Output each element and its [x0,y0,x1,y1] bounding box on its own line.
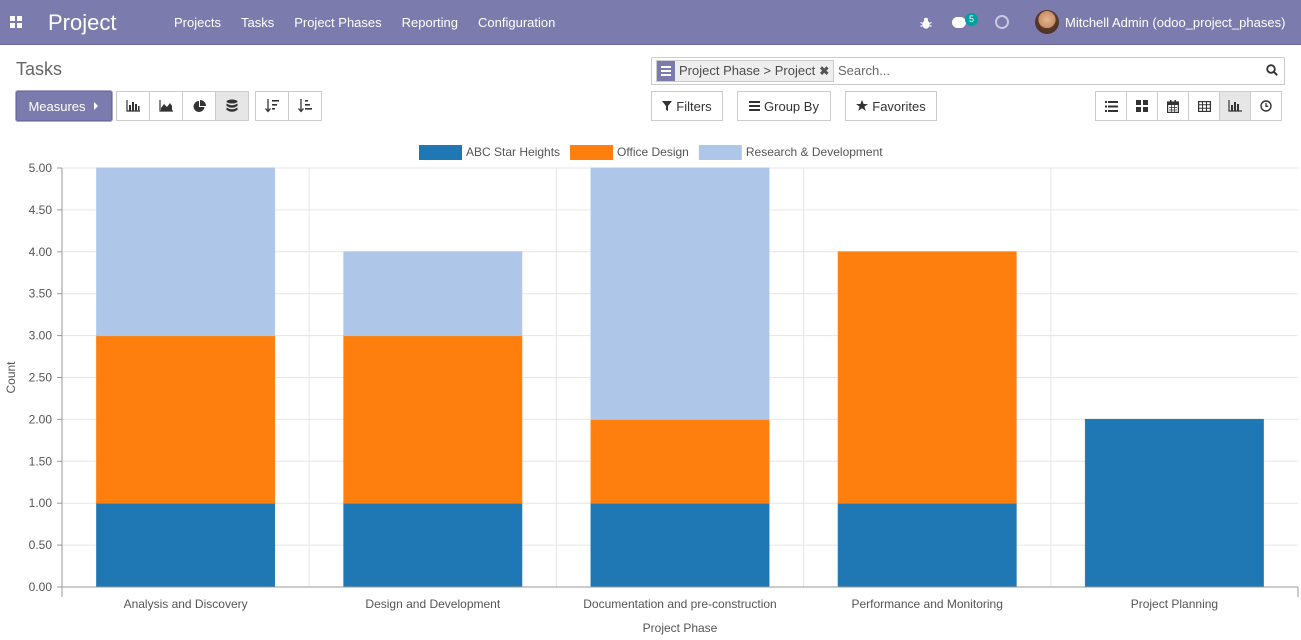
sort-group [255,91,322,121]
bar-chart-icon [126,100,140,112]
line-chart-icon [159,100,173,112]
search-icon[interactable] [1266,64,1278,76]
y-tick-label: 2.50 [29,371,53,385]
y-tick-label: 2.00 [29,412,53,426]
list-view-button[interactable] [1095,91,1127,121]
y-tick-label: 1.00 [29,496,53,510]
bar-segment [96,335,276,504]
activity-view-button[interactable] [1250,91,1282,121]
search-facet: Project Phase > Project ✖ [656,60,835,82]
menu-item-projects[interactable]: Projects [174,15,221,30]
x-tick-label: Documentation and pre-construction [583,597,776,611]
bar-segment [96,167,276,337]
sort-ascending-button[interactable] [288,91,322,121]
list-view-icon [1104,100,1118,112]
pie-chart-icon [193,99,206,112]
facet-value: Project Phase > Project [679,63,816,78]
x-tick-label: Project Planning [1131,597,1218,611]
y-tick-label: 3.00 [29,329,53,343]
kanban-view-icon [1136,100,1148,112]
calendar-view-icon [1167,99,1179,113]
bar-segment [96,502,276,588]
filters-label: Filters [676,98,712,114]
x-tick-label: Analysis and Discovery [124,597,248,611]
bar-segment [1084,418,1264,588]
user-avatar[interactable] [1035,10,1059,34]
activity-view-icon [1260,100,1272,112]
legend-swatch [698,145,742,160]
calendar-view-button[interactable] [1157,91,1189,121]
pivot-view-button[interactable] [1188,91,1220,121]
measures-label: Measures [28,98,86,114]
sort-descending-button[interactable] [255,91,289,121]
messages-icon[interactable] [952,0,966,45]
x-tick-label: Performance and Monitoring [851,597,1002,611]
caret-right-icon [93,102,98,110]
bar-segment [837,502,1017,588]
y-tick-label: 1.50 [29,454,53,468]
messages-count-badge: 5 [965,13,979,26]
legend-swatch [419,145,462,160]
bar-segment [837,251,1017,504]
y-axis-title: Count [4,361,18,394]
favorites-button[interactable]: Favorites [845,91,937,121]
y-tick-label: 5.00 [29,161,53,175]
menu-item-reporting[interactable]: Reporting [401,15,459,30]
groupby-label: Group By [764,98,819,114]
stacked-icon [226,99,238,112]
graph-view-icon [1228,100,1242,112]
y-tick-label: 4.00 [29,245,53,259]
x-tick-label: Design and Development [365,597,500,611]
kanban-view-button[interactable] [1126,91,1158,121]
menu-item-tasks[interactable]: Tasks [240,15,275,30]
top-navbar: Project Projects Tasks Project Phases Re… [0,0,1301,45]
bar-segment [590,502,770,588]
x-axis-title: Project Phase [643,621,718,635]
legend-label: Research & Development [746,145,883,159]
measures-button[interactable]: Measures [16,91,112,121]
line-chart-button[interactable] [149,91,183,121]
filter-icon [662,101,673,111]
menu-item-project-phases[interactable]: Project Phases [294,15,382,30]
search-bar: Project Phase > Project ✖ [651,57,1285,85]
favorites-label: Favorites [872,98,926,114]
bar-segment [590,418,770,504]
search-input[interactable] [838,63,1238,78]
bar-segment [590,167,770,420]
groupby-bars-icon [749,101,761,111]
menu-item-configuration[interactable]: Configuration [478,15,556,30]
chart-mode-group [116,91,249,121]
bar-chart-button[interactable] [116,91,150,121]
legend-label: Office Design [617,145,689,159]
bar-segment [343,335,523,504]
sort-ascending-icon [298,99,312,113]
pivot-view-icon [1197,100,1211,112]
debug-bug-icon[interactable] [920,0,932,45]
bar-segment [343,251,523,337]
graph-view-button[interactable] [1219,91,1251,121]
remove-facet-icon[interactable]: ✖ [819,64,830,78]
main-menu: Projects Tasks Project Phases Reporting … [164,0,565,45]
pie-chart-button[interactable] [182,91,216,121]
view-switcher [1095,91,1282,121]
groupby-facet-icon [657,61,675,81]
legend-swatch [570,145,614,160]
y-tick-label: 0.50 [29,538,53,552]
activities-clock-icon[interactable] [995,15,1009,29]
breadcrumb-title: Tasks [16,59,63,79]
app-title[interactable]: Project [48,10,117,35]
sort-descending-icon [265,99,279,113]
stacked-toggle-button[interactable] [215,91,249,121]
y-tick-label: 0.00 [29,580,53,594]
user-menu[interactable]: Mitchell Admin (odoo_project_phases) [1065,15,1286,30]
y-tick-label: 4.50 [29,203,53,217]
apps-menu-icon[interactable] [10,16,22,28]
bar-segment [343,502,523,588]
star-icon [856,100,869,111]
legend-label: ABC Star Heights [466,145,560,159]
tasks-stacked-bar-chart: 0.00 0.50 1.00 1.50 2.00 2.50 3.00 3.50 4.00 4.50… [4,145,1299,635]
filters-button[interactable]: Filters [651,91,723,121]
groupby-button[interactable]: Group By [737,91,831,121]
y-tick-label: 3.50 [29,287,53,301]
